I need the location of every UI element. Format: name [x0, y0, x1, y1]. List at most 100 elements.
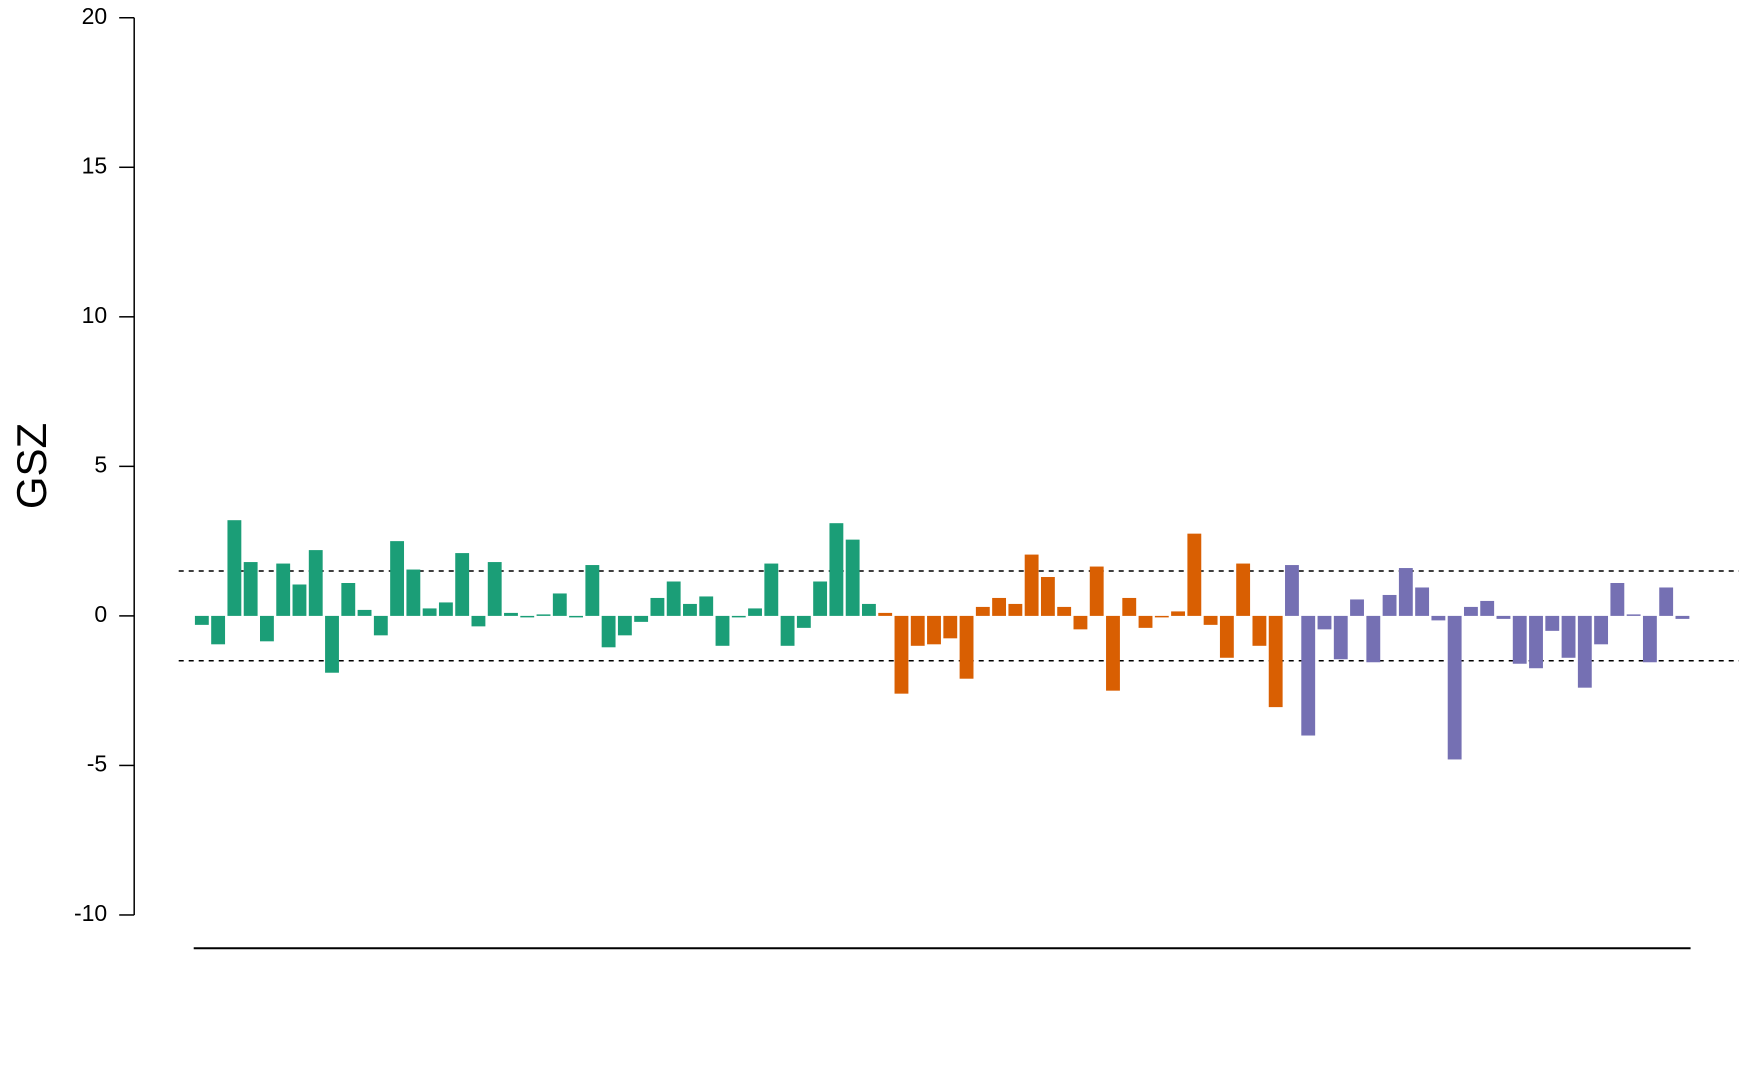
y-tick-label: 20	[82, 3, 108, 29]
bar	[1545, 615, 1560, 631]
y-tick-label: 5	[94, 451, 107, 477]
y-tick-label: -10	[74, 900, 107, 926]
bar	[1480, 600, 1495, 616]
bar	[1529, 615, 1543, 669]
bar	[927, 615, 941, 645]
bar	[1577, 615, 1592, 688]
bar	[341, 582, 356, 616]
bar	[569, 615, 583, 618]
bar	[1610, 582, 1625, 616]
bar	[194, 615, 209, 625]
bar	[943, 615, 958, 639]
bar	[1219, 615, 1234, 658]
bar	[585, 565, 600, 616]
bar	[1106, 615, 1120, 691]
bar	[1626, 614, 1641, 616]
bar	[487, 562, 502, 616]
bar	[959, 615, 974, 679]
bar	[1431, 615, 1446, 621]
bar	[780, 615, 795, 646]
bar	[308, 550, 323, 616]
bar	[357, 609, 372, 616]
bar	[1415, 587, 1430, 616]
bar	[601, 615, 616, 648]
y-axis-label: GSZ	[8, 423, 55, 509]
bar	[422, 608, 437, 616]
bar	[504, 612, 518, 616]
bar	[731, 615, 746, 618]
bar	[1447, 615, 1462, 760]
bar	[1594, 615, 1609, 645]
bar	[894, 615, 909, 694]
bar	[1089, 566, 1104, 616]
bar	[878, 612, 893, 616]
bar	[1122, 597, 1137, 616]
bar	[243, 562, 258, 616]
bar	[861, 603, 876, 616]
bar	[455, 553, 470, 616]
bar	[829, 523, 844, 616]
bar	[975, 606, 990, 616]
bar	[552, 593, 567, 616]
bar	[1675, 615, 1690, 619]
bar	[764, 563, 779, 616]
bar	[1382, 594, 1397, 616]
bar	[1333, 615, 1348, 660]
bar	[699, 596, 714, 616]
bar	[617, 615, 632, 636]
bar	[1268, 615, 1283, 708]
bar	[715, 615, 730, 646]
bar	[634, 615, 649, 622]
bar	[1203, 615, 1218, 625]
bar	[796, 615, 811, 628]
bar	[1561, 615, 1576, 658]
bar	[259, 615, 274, 642]
bar	[1252, 615, 1267, 646]
bar	[438, 602, 453, 616]
bar	[406, 569, 421, 616]
bar	[1154, 615, 1169, 618]
bar	[1512, 615, 1527, 664]
bar	[1366, 615, 1381, 663]
bar	[1301, 615, 1316, 736]
bar	[845, 539, 860, 616]
bar	[1138, 615, 1153, 628]
bar	[373, 615, 388, 636]
bar	[536, 614, 551, 616]
bar	[1040, 577, 1055, 616]
bar	[1317, 615, 1332, 630]
bar	[292, 584, 307, 616]
bar	[1008, 603, 1023, 616]
bar	[1057, 606, 1072, 616]
bar	[1171, 611, 1185, 616]
bar	[666, 581, 681, 616]
y-tick-label: 10	[82, 302, 108, 328]
bar	[227, 520, 242, 616]
bar	[992, 597, 1007, 616]
bar	[748, 608, 762, 616]
y-tick-label: 0	[94, 601, 107, 627]
bar	[1350, 599, 1364, 616]
bar	[1236, 563, 1251, 616]
bar	[1024, 554, 1039, 616]
bar	[390, 541, 405, 616]
bar	[910, 615, 925, 646]
bar	[1073, 615, 1088, 630]
y-tick-label: 15	[82, 152, 108, 178]
bar	[1285, 565, 1299, 616]
bar	[1642, 615, 1657, 663]
y-tick-label: -5	[87, 751, 107, 777]
bar	[1659, 587, 1674, 616]
bar	[1187, 533, 1202, 616]
bar	[211, 615, 226, 645]
bar	[1496, 615, 1511, 619]
bar	[813, 581, 828, 616]
bar	[1463, 606, 1478, 616]
bar	[276, 563, 291, 616]
bar	[325, 615, 339, 673]
bar	[1398, 568, 1413, 616]
bar	[520, 615, 535, 618]
bar	[471, 615, 486, 627]
